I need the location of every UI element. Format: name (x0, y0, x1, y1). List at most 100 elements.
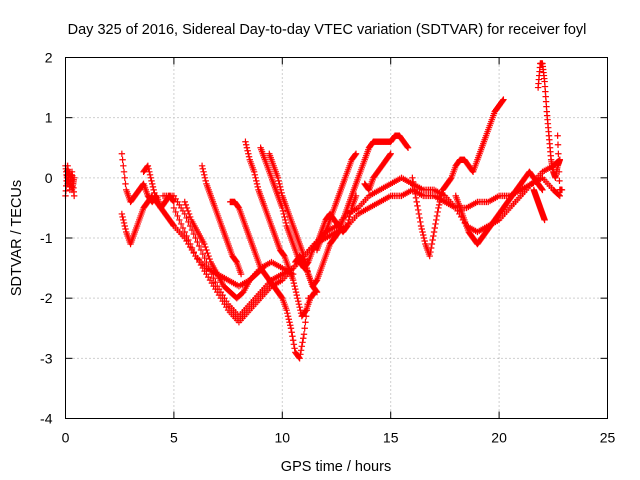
data-point (344, 222, 351, 230)
data-point-interp (244, 147, 251, 154)
data-point-interp (151, 189, 158, 197)
data-point-interp (120, 216, 127, 224)
data-point-interp (183, 214, 190, 222)
data-point-interp (334, 229, 342, 237)
data-point-interp (243, 144, 251, 151)
data-point-interp (302, 308, 309, 315)
series-s2 (62, 162, 78, 200)
data-point-interp (289, 333, 296, 340)
series-s14 (292, 132, 412, 290)
data-point (296, 355, 303, 362)
data-point-interp (147, 174, 154, 182)
data-point (274, 174, 282, 182)
data-point-interp (195, 242, 203, 250)
x-tick-label: 15 (383, 430, 399, 446)
data-point-interp (208, 270, 216, 278)
chart-title: Day 325 of 2016, Sidereal Day-to-day VTE… (68, 22, 587, 38)
data-point-interp (182, 201, 190, 209)
data-point-interp (291, 345, 298, 352)
data-point-interp (432, 220, 439, 228)
data-point-interp (232, 257, 240, 265)
data-point-interp (555, 191, 562, 199)
data-point-interp (146, 168, 153, 176)
data-point-interp (276, 183, 284, 191)
data-point-interp (282, 219, 290, 227)
data-point-interp (438, 192, 445, 200)
data-point-interp (277, 186, 285, 194)
data-point-interp (183, 204, 191, 212)
data-point (149, 180, 156, 188)
data-point (283, 307, 290, 314)
data-point-interp (146, 171, 154, 179)
data-point-interp (290, 279, 298, 287)
data-point-interp (555, 150, 562, 157)
data-point-interp (436, 198, 444, 206)
data-point-interp (121, 222, 128, 230)
data-point (294, 294, 301, 302)
data-point (170, 204, 178, 212)
data-point-interp (188, 244, 196, 252)
data-point-interp (148, 193, 155, 201)
data-point-interp (300, 257, 307, 265)
data-point-interp (313, 287, 320, 295)
data-point-interp (242, 141, 250, 148)
data-point-interp (555, 168, 563, 176)
data-point-interp (437, 195, 444, 203)
data-point-interp (346, 213, 353, 221)
data-point-interp (177, 220, 185, 228)
data-point-interp (417, 218, 424, 226)
data-point-interp (278, 189, 285, 197)
data-point-interp (427, 244, 435, 252)
data-point-interp (121, 174, 128, 182)
data-point-interp (434, 208, 441, 216)
data-point-interp (252, 174, 259, 182)
data-point-interp (386, 151, 394, 158)
data-point-interp (412, 190, 419, 198)
data-point-interp (410, 182, 418, 190)
data-point-interp (201, 171, 208, 179)
data-point-interp (286, 319, 293, 326)
data-point-interp (120, 219, 128, 227)
data-point-interp (245, 150, 252, 157)
data-point-interp (206, 255, 213, 263)
data-point (242, 138, 249, 145)
data-point-interp (122, 180, 129, 188)
data-point-interp (210, 274, 217, 282)
data-point-interp (435, 201, 443, 209)
data-point-interp (285, 316, 293, 323)
data-point-interp (281, 216, 289, 224)
x-tick-label: 5 (170, 430, 178, 446)
data-point (426, 252, 433, 260)
data-point (554, 132, 561, 139)
data-point-interp (411, 186, 418, 194)
data-point-interp (433, 216, 440, 224)
data-point-interp (297, 347, 305, 354)
data-point-interp (301, 325, 308, 332)
data-point-interp (190, 248, 197, 256)
data-point-interp (284, 313, 292, 320)
data-point-interp (145, 165, 152, 173)
data-point (118, 150, 126, 157)
data-point (250, 168, 258, 176)
data-point-interp (296, 303, 303, 311)
data-point-interp (345, 216, 352, 224)
data-point-interp (275, 177, 282, 185)
data-point (541, 216, 548, 224)
data-point (300, 331, 308, 338)
y-tick-label: 0 (45, 170, 53, 186)
data-point-interp (186, 213, 194, 221)
data-point-interp (290, 341, 298, 348)
data-point-interp (203, 246, 210, 254)
data-point-interp (499, 97, 506, 104)
data-point (430, 228, 438, 236)
data-point-interp (313, 277, 320, 285)
data-point-interp (554, 141, 562, 148)
data-point-interp (179, 224, 187, 232)
data-point-interp (538, 185, 545, 193)
y-axis-label: SDTVAR / TECUs (9, 180, 25, 296)
y-tick-label: 2 (45, 50, 53, 66)
data-point (435, 204, 442, 212)
data-point-interp (555, 159, 562, 166)
data-point-interp (344, 219, 352, 227)
